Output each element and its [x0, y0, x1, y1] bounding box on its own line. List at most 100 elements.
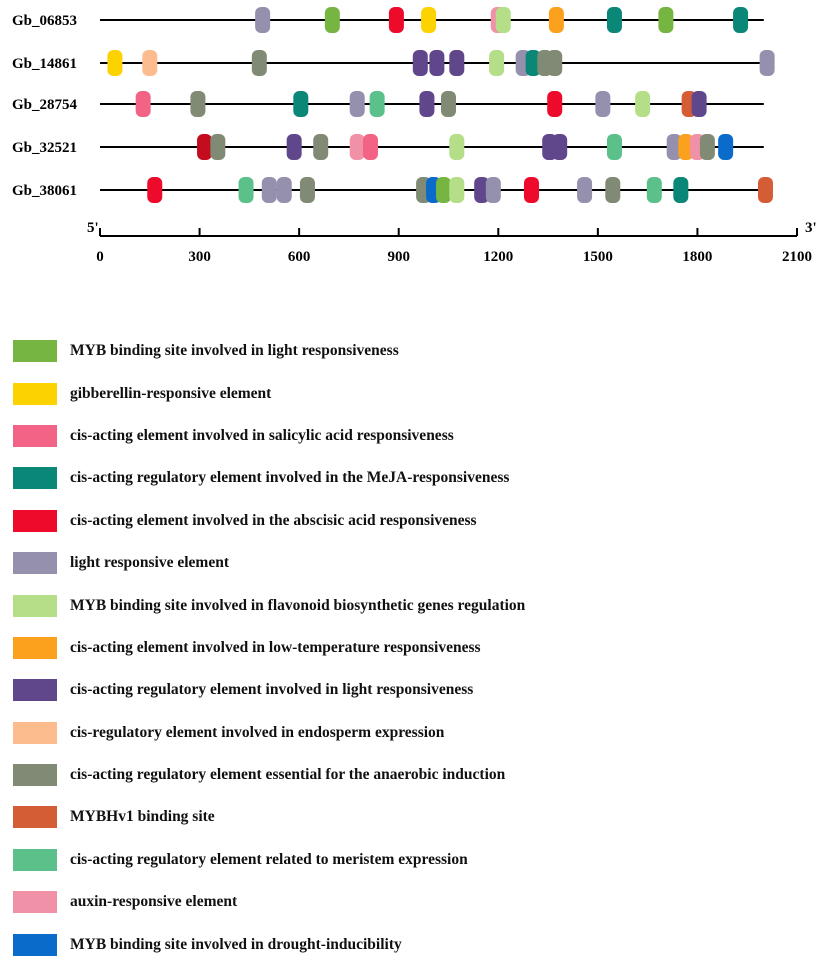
cis-element-mark	[606, 7, 622, 33]
legend-item: cis-acting element involved in salicylic…	[13, 415, 525, 457]
legend-swatch	[13, 552, 57, 575]
cis-element-mark	[197, 134, 213, 160]
gene-label: Gb_38061	[12, 183, 77, 199]
cis-element-mark	[238, 177, 254, 203]
cis-element-mark	[142, 50, 158, 76]
legend-item: gibberellin-responsive element	[13, 372, 525, 414]
gene-track: Gb_38061	[12, 177, 773, 203]
legend-label: cis-acting regulatory element related to…	[70, 850, 468, 868]
legend-item: cis-acting regulatory element essential …	[13, 754, 525, 796]
legend-item: cis-acting regulatory element involved i…	[13, 669, 525, 711]
tick-label: 1500	[583, 249, 613, 265]
legend-label: MYB binding site involved in drought-ind…	[70, 935, 402, 953]
cis-element-mark	[525, 50, 541, 76]
tick-label: 900	[387, 249, 410, 265]
cis-element-mark	[255, 7, 271, 33]
five-prime-label: 5'	[87, 220, 99, 236]
legend-label: gibberellin-responsive element	[70, 384, 272, 402]
legend-label: auxin-responsive element	[70, 893, 238, 911]
cis-element-mark	[369, 91, 385, 117]
cis-element-mark	[135, 91, 151, 117]
cis-element-mark	[606, 134, 622, 160]
cis-element-mark	[733, 7, 749, 33]
legend-swatch	[13, 933, 57, 956]
cis-element-mark	[658, 7, 674, 33]
cis-element-mark	[485, 177, 501, 203]
legend-item: light responsive element	[13, 542, 525, 584]
tick-label: 1200	[483, 249, 513, 265]
cis-element-mark	[324, 7, 340, 33]
cis-element-mark	[441, 91, 456, 117]
cis-element-mark	[646, 177, 662, 203]
cis-element-mark	[449, 134, 465, 160]
gene-label: Gb_28754	[12, 97, 78, 113]
legend-label: MYB binding site involved in flavonoid b…	[70, 596, 526, 614]
cis-element-mark	[666, 134, 682, 160]
tick-label: 0	[96, 249, 104, 265]
legend-swatch	[13, 848, 57, 871]
legend-swatch	[13, 382, 57, 405]
cis-element-mark	[421, 7, 437, 33]
cis-element-mark	[429, 50, 445, 76]
legend-item: cis-regulatory element involved in endos…	[13, 712, 525, 754]
legend-label: cis-acting element involved in salicylic…	[70, 426, 454, 444]
tick-label: 1800	[682, 249, 712, 265]
legend-swatch	[13, 594, 57, 617]
cis-element-mark	[107, 50, 123, 76]
cis-element-mark	[605, 177, 621, 203]
legend-swatch	[13, 636, 57, 659]
cis-element-mark	[548, 7, 564, 33]
cis-element-mark	[595, 91, 611, 117]
gene-track: Gb_32521	[12, 134, 764, 160]
gene-label: Gb_14861	[12, 56, 77, 72]
cis-element-mark	[251, 50, 267, 76]
cis-element-mark	[495, 7, 511, 33]
cis-element-mark	[449, 177, 465, 203]
cis-element-mark	[547, 50, 563, 76]
legend-item: cis-acting element involved in the absci…	[13, 500, 525, 542]
legend-label: MYBHv1 binding site	[70, 808, 215, 826]
cis-element-mark	[210, 134, 226, 160]
tick-label: 600	[288, 249, 311, 265]
cis-element-mark	[286, 134, 302, 160]
cis-element-mark	[190, 91, 206, 117]
gene-track: Gb_14861	[12, 50, 775, 76]
tick-label: 300	[188, 249, 211, 265]
gene-label: Gb_32521	[12, 140, 77, 156]
legend-label: cis-acting element involved in low-tempe…	[70, 638, 481, 656]
cis-element-mark	[147, 177, 163, 203]
legend-item: cis-acting regulatory element involved i…	[13, 457, 525, 499]
legend-item: MYB binding site involved in drought-ind…	[13, 923, 525, 965]
cis-element-mark	[293, 91, 309, 117]
tick-label: 2100	[782, 249, 812, 265]
gene-label: Gb_06853	[12, 13, 77, 29]
cis-element-mark	[547, 91, 563, 117]
legend-swatch	[13, 340, 57, 363]
cis-element-mark	[449, 50, 465, 76]
cis-element-mark	[699, 134, 715, 160]
cis-element-mark	[349, 134, 365, 160]
cis-element-mark	[363, 134, 379, 160]
legend-item: MYB binding site involved in flavonoid b…	[13, 584, 525, 626]
legend-label: cis-acting regulatory element involved i…	[70, 681, 474, 699]
legend-swatch	[13, 509, 57, 532]
legend-swatch	[13, 721, 57, 744]
legend-swatch	[13, 806, 57, 829]
cis-element-mark	[261, 177, 277, 203]
cis-element-mark	[436, 177, 452, 203]
cis-element-mark	[419, 91, 435, 117]
cis-element-mark	[718, 134, 734, 160]
legend-label: light responsive element	[70, 554, 230, 572]
legend: MYB binding site involved in light respo…	[13, 330, 525, 966]
gene-tracks: Gb_06853 Gb_14861 Gb_28754 Gb_32521 Gb_38061	[12, 7, 775, 203]
cis-element-mark	[276, 177, 292, 203]
three-prime-label: 3'	[805, 220, 817, 236]
legend-swatch	[13, 891, 57, 914]
legend-item: cis-acting regulatory element related to…	[13, 839, 525, 881]
cis-element-mark	[673, 177, 689, 203]
cis-element-mark	[489, 50, 505, 76]
gene-track: Gb_28754	[12, 91, 764, 117]
cis-element-mark	[349, 91, 365, 117]
position-axis: 0 300 600 900 1200 1500 1800 2100 5' 3'	[87, 220, 817, 265]
legend-label: cis-acting element involved in the absci…	[70, 511, 477, 529]
